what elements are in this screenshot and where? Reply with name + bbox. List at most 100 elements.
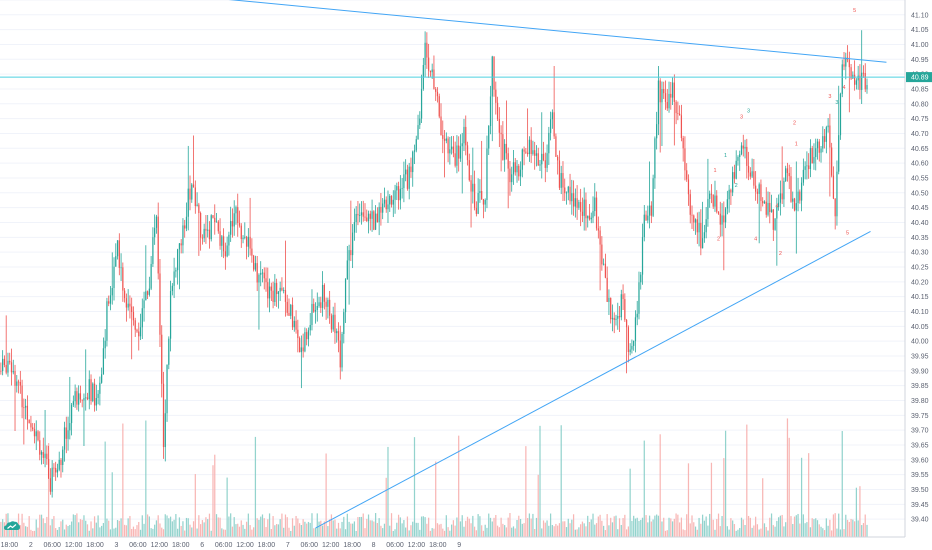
candle-body	[192, 184, 195, 188]
candle-body	[72, 401, 74, 405]
candle-body	[283, 290, 285, 291]
volume-bar	[109, 529, 112, 537]
candle-body	[85, 397, 87, 399]
candle-body	[210, 215, 212, 240]
candle-body	[383, 199, 386, 204]
candle-body	[378, 206, 380, 223]
volume-bar	[491, 521, 493, 537]
volume-bar	[207, 519, 209, 537]
volume-bar	[157, 515, 159, 537]
volume-bar	[152, 528, 154, 537]
volume-bar	[686, 514, 688, 537]
candle-body	[832, 175, 835, 199]
price-tick-label: 41.10	[911, 12, 929, 19]
time-tick-label: 18:00	[86, 542, 104, 549]
volume-bar	[438, 524, 440, 537]
candle-body	[374, 213, 377, 230]
candle-body	[659, 80, 661, 103]
price-axis[interactable]: 41.1041.0541.0040.9540.9040.8540.8040.75…	[904, 0, 932, 550]
candle-body	[525, 151, 527, 153]
candle-body	[113, 266, 115, 289]
candle-body	[859, 75, 861, 90]
candle-body	[758, 184, 760, 194]
candle-body	[765, 201, 767, 215]
candle-body	[668, 93, 670, 109]
volume-bar	[797, 513, 799, 537]
candle-body	[222, 236, 225, 252]
volume-bar	[396, 522, 398, 537]
volume-bar	[841, 431, 843, 537]
volume-bar	[795, 515, 797, 537]
volume-bar	[382, 528, 384, 537]
wave-label: 3	[747, 109, 750, 115]
volume-bar	[78, 522, 80, 537]
candle-body	[744, 146, 746, 149]
candle-body	[288, 312, 290, 316]
candle-body	[435, 88, 437, 92]
volume-bar	[127, 518, 129, 537]
volume-bar	[523, 523, 525, 537]
volume-bar	[58, 526, 60, 537]
candle-body	[495, 89, 497, 103]
volume-bar	[401, 523, 403, 537]
candle-body	[221, 236, 223, 246]
candle-body	[139, 327, 142, 337]
tradingview-logo-icon[interactable]	[3, 519, 21, 533]
volume-bar	[376, 522, 378, 537]
candle-body	[143, 300, 145, 309]
candle-body	[537, 153, 539, 166]
candle-body	[23, 407, 25, 409]
price-tick-label: 40.65	[911, 146, 929, 153]
candle-body	[567, 186, 569, 193]
volume-bar	[866, 524, 868, 537]
candle-body	[300, 347, 302, 353]
candle-body	[521, 149, 523, 170]
volume-bar	[385, 477, 387, 537]
candle-body	[465, 126, 467, 146]
candle-body	[392, 199, 394, 205]
candle-body	[161, 334, 163, 384]
volume-bar	[659, 434, 661, 537]
candle-body	[663, 88, 665, 94]
candle-body	[83, 398, 85, 401]
candle-body	[572, 193, 575, 207]
candle-body	[200, 213, 202, 238]
candle-body	[578, 202, 580, 208]
candle-body	[284, 290, 287, 302]
candle-body	[320, 302, 322, 308]
volume-bar	[429, 530, 432, 537]
volume-bar	[627, 526, 629, 537]
candle-body	[601, 244, 603, 265]
time-tick-label: 12:00	[65, 542, 83, 549]
candle-body	[357, 213, 359, 216]
candle-body	[5, 364, 7, 373]
candle-body	[620, 294, 622, 318]
volume-bar	[555, 523, 557, 537]
volume-bar	[454, 525, 456, 537]
drawn-lines[interactable]	[0, 0, 905, 529]
candle-body	[70, 404, 73, 424]
volume-bar	[636, 517, 638, 537]
price-tick-label: 39.90	[911, 368, 929, 375]
volume-bar	[820, 526, 822, 537]
volume-bar	[171, 521, 173, 537]
volume-bar	[825, 518, 827, 537]
volume-bar	[850, 518, 852, 537]
candle-body	[360, 212, 363, 216]
candle-body	[684, 148, 686, 171]
candle-body	[101, 374, 103, 383]
candle-body	[657, 80, 660, 125]
current-price-badge	[906, 72, 932, 83]
volume-bar	[779, 515, 782, 537]
volume-bar	[532, 513, 534, 537]
volume-bar	[809, 527, 812, 537]
candle-body	[134, 320, 136, 330]
time-axis[interactable]: 18:00 2 06:00 12:00 18:00 3 06:00 12:00 18:00 6 06…	[0, 536, 932, 550]
candle-body	[237, 207, 239, 223]
candle-body	[806, 165, 808, 167]
candle-body	[528, 139, 531, 155]
candle-body	[212, 215, 214, 218]
volume-bar	[788, 437, 790, 537]
